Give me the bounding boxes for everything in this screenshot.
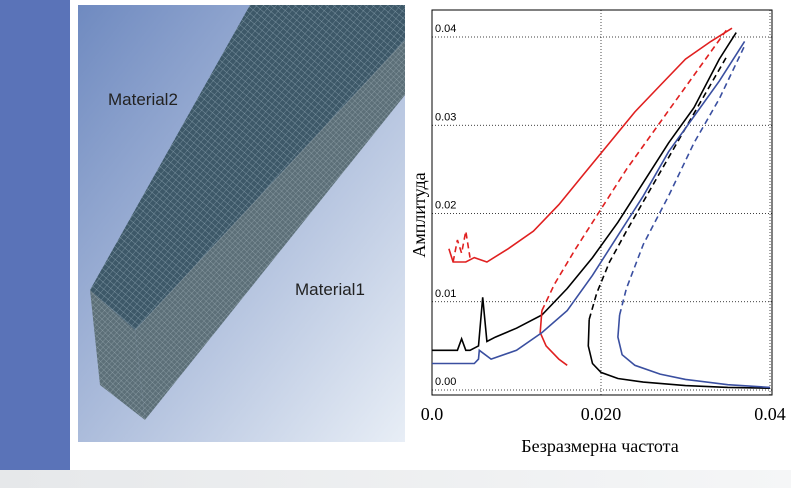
x-tick-label: 0.020	[581, 404, 622, 424]
material-label: Material2	[108, 90, 178, 109]
x-tick-label: 0.04	[754, 404, 786, 424]
side-strip	[0, 0, 70, 470]
y-tick-label: 0.01	[435, 288, 456, 300]
y-tick-label: 0.00	[435, 376, 456, 388]
page: Material2 Material1 Безразмерна частота …	[0, 0, 791, 488]
y-tick-label: 0.04	[435, 23, 456, 35]
footer-band	[0, 470, 791, 488]
y-axis-title: Амплитуда	[409, 172, 429, 257]
slide: Material2 Material1 Безразмерна частота …	[0, 0, 791, 488]
material-label: Material1	[295, 280, 365, 299]
y-tick-label: 0.02	[435, 200, 456, 212]
x-tick-label: 0.0	[421, 404, 444, 424]
x-axis-title: Безразмерна частота	[521, 436, 679, 456]
y-tick-label: 0.03	[435, 111, 456, 123]
plot	[432, 10, 772, 395]
